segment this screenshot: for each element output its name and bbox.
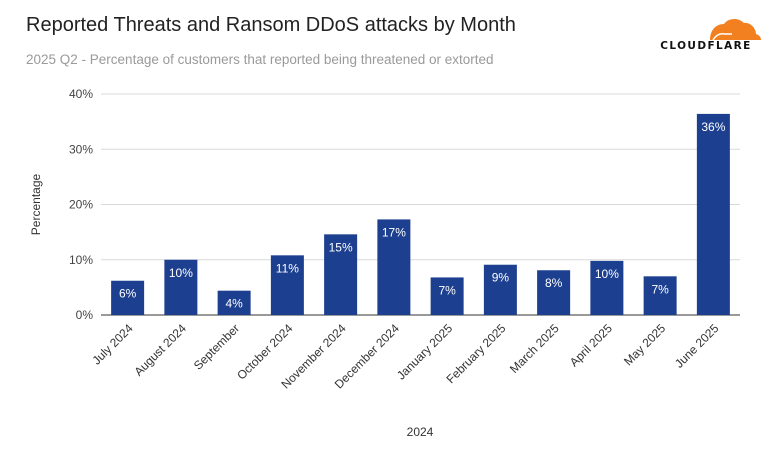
bar-value-label: 11% [276,261,299,275]
gridlines [101,93,740,316]
chart-title: Reported Threats and Ransom DDoS attacks… [26,14,516,36]
x-tick-label: July 2024 [90,321,136,367]
bar [430,277,464,315]
y-tick-label: 10% [69,253,93,267]
bar-value-label: 8% [545,276,563,290]
bar [217,290,251,315]
bar-value-label: 4% [225,297,243,311]
bar-value-label: 9% [492,271,510,285]
y-tick-label: 20% [69,198,93,212]
bar [270,255,304,315]
bar [164,259,198,315]
bar [324,234,358,315]
bar [696,113,730,315]
bar [643,276,677,315]
x-tick-label: June 2025 [672,321,722,371]
bar [590,260,624,315]
bar [377,219,411,315]
x-tick-label: August 2024 [131,321,189,379]
bar [537,270,571,315]
x-axis-label: 2024 [407,425,434,439]
y-tick-label: 0% [76,308,94,322]
bar-value-label: 10% [595,267,619,281]
bar-value-label: 7% [438,283,456,297]
cloudflare-logo: CLOUDFLARE [650,16,762,60]
bar [483,264,517,315]
x-tick-label: September [191,321,242,372]
x-tick-label: March 2025 [507,321,562,376]
y-tick-label: 30% [69,142,93,156]
y-axis-label: Percentage [29,173,43,235]
bar-value-label: 36% [701,120,725,134]
x-tick-label: May 2025 [621,321,668,368]
bar-value-label: 7% [651,282,669,296]
bars: 6% 10% 4% 11% 15% 17% 7% 9% 8% 10% 7% 36% [111,113,730,315]
logo-text: CLOUDFLARE [660,40,752,52]
y-tick-label: 40% [69,87,93,101]
chart-subtitle: 2025 Q2 - Percentage of customers that r… [26,52,494,67]
cloud-icon [710,18,761,41]
bar-value-label: 10% [169,266,193,280]
bar [111,280,145,315]
x-tick-label: April 2025 [567,321,615,369]
bar-value-label: 6% [119,287,137,301]
bar-value-label: 15% [329,240,353,254]
bar-value-label: 17% [382,225,406,239]
